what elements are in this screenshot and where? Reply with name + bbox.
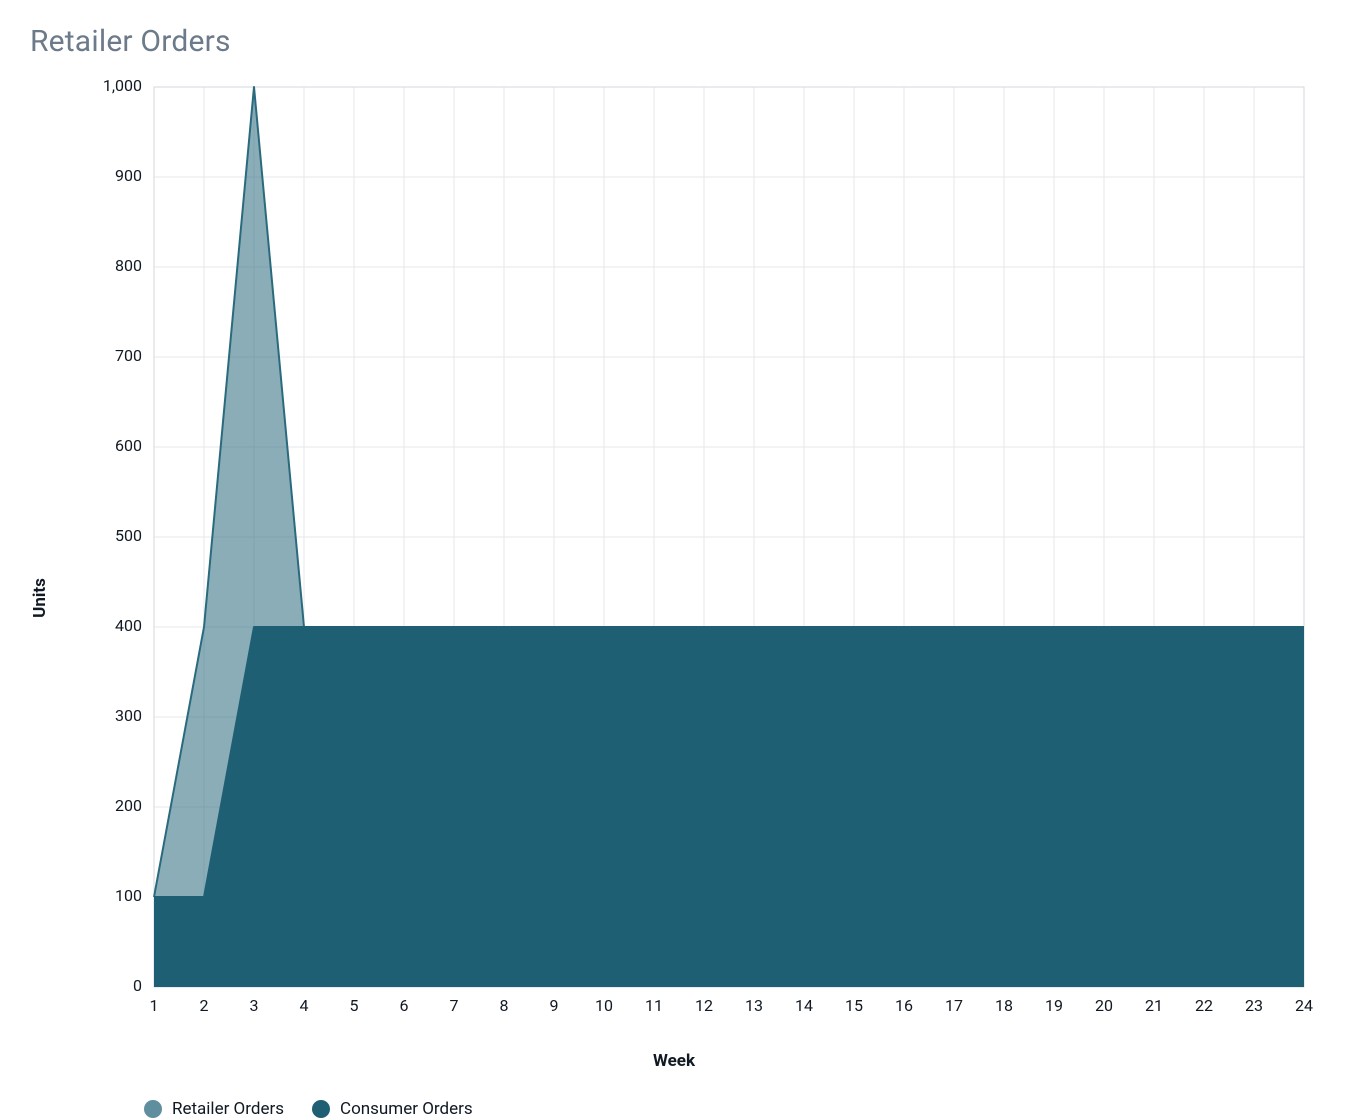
- x-tick-label: 7: [450, 996, 459, 1015]
- x-tick-label: 4: [300, 996, 309, 1015]
- chart-container: Units 0 100 200 300 400 500 600 700 800 900 1,000 1…: [24, 77, 1324, 1119]
- x-tick-label: 21: [1145, 996, 1163, 1015]
- y-tick-label: 600: [115, 436, 142, 455]
- x-tick-label: 23: [1245, 996, 1263, 1015]
- x-tick-label: 18: [995, 996, 1013, 1015]
- x-tick-label: 10: [595, 996, 613, 1015]
- y-tick-label: 200: [115, 796, 142, 815]
- y-tick-label: 800: [115, 256, 142, 275]
- legend: Retailer Orders Consumer Orders: [24, 1099, 1324, 1119]
- legend-swatch: [312, 1100, 330, 1118]
- x-tick-label: 12: [695, 996, 713, 1015]
- y-tick-label: 300: [115, 706, 142, 725]
- y-axis-label: Units: [30, 578, 50, 618]
- x-tick-label: 22: [1195, 996, 1213, 1015]
- legend-label: Retailer Orders: [172, 1099, 284, 1119]
- x-tick-label: 16: [895, 996, 913, 1015]
- x-tick-label: 1: [150, 996, 159, 1015]
- x-tick-label: 5: [350, 996, 359, 1015]
- y-tick-label: 0: [133, 976, 142, 995]
- chart-title: Retailer Orders: [30, 24, 1324, 59]
- x-axis-label: Week: [24, 1051, 1324, 1071]
- x-tick-label: 13: [745, 996, 763, 1015]
- x-tick-label: 24: [1295, 996, 1313, 1015]
- y-tick-label: 1,000: [103, 77, 142, 95]
- legend-item: Consumer Orders: [312, 1099, 473, 1119]
- x-tick-label: 2: [200, 996, 209, 1015]
- area-chart: 01002003004005006007008009001,0001234567…: [24, 77, 1324, 1037]
- series-area-1: [154, 627, 1304, 987]
- x-tick-label: 20: [1095, 996, 1113, 1015]
- x-tick-label: 11: [645, 996, 663, 1015]
- x-tick-label: 9: [550, 996, 559, 1015]
- y-tick-label: 100: [115, 886, 142, 905]
- x-tick-label: 15: [845, 996, 863, 1015]
- x-tick-label: 6: [400, 996, 409, 1015]
- y-tick-label: 900: [115, 166, 142, 185]
- legend-swatch: [144, 1100, 162, 1118]
- legend-item: Retailer Orders: [144, 1099, 284, 1119]
- y-tick-label: 700: [115, 346, 142, 365]
- y-tick-label: 400: [115, 616, 142, 635]
- x-tick-label: 19: [1045, 996, 1063, 1015]
- x-tick-label: 17: [945, 996, 963, 1015]
- legend-label: Consumer Orders: [340, 1099, 473, 1119]
- x-tick-label: 14: [795, 996, 813, 1015]
- y-tick-label: 500: [115, 526, 142, 545]
- x-tick-label: 3: [250, 996, 259, 1015]
- x-tick-label: 8: [500, 996, 509, 1015]
